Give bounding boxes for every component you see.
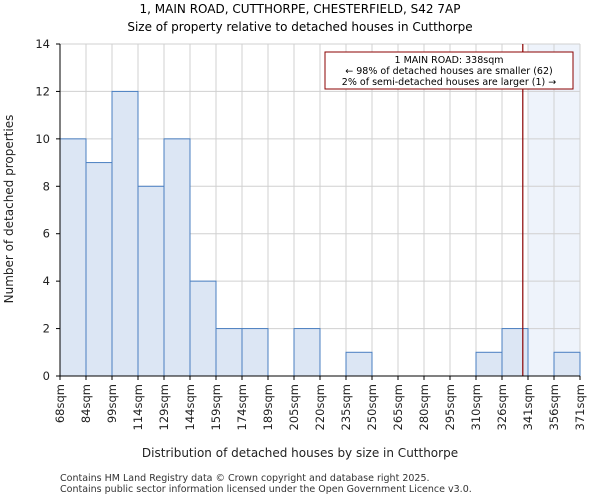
bar-159sqm xyxy=(215,328,243,377)
x-tick-label: 356sqm xyxy=(547,384,561,430)
x-tick-label: 99sqm xyxy=(105,384,119,423)
x-tick-label: 144sqm xyxy=(183,384,197,430)
bar-205sqm xyxy=(293,328,321,377)
annotation-frame xyxy=(324,51,574,90)
y-tick-label: 2 xyxy=(43,322,50,336)
x-tick-label: 189sqm xyxy=(261,384,275,430)
bar-129sqm xyxy=(163,138,191,377)
bar-235sqm xyxy=(345,351,373,377)
x-tick-label: 174sqm xyxy=(235,384,249,430)
x-tick-label: 114sqm xyxy=(131,384,145,430)
x-axis-label: Distribution of detached houses by size … xyxy=(142,446,458,460)
bar-310sqm xyxy=(475,351,503,377)
x-tick-label: 129sqm xyxy=(157,384,171,430)
y-tick-label: 8 xyxy=(43,179,50,193)
x-tick-label: 265sqm xyxy=(391,384,405,430)
bar-144sqm xyxy=(189,280,217,377)
x-tick-label: 235sqm xyxy=(339,384,353,430)
y-ticks: 0 2 4 6 8 10 12 14 xyxy=(35,37,60,383)
annotation-line-3: 2% of semi-detached houses are larger (1… xyxy=(342,77,556,88)
x-tick-label: 84sqm xyxy=(79,384,93,423)
chart-title: 1, MAIN ROAD, CUTTHORPE, CHESTERFIELD, S… xyxy=(140,2,461,16)
x-tick-label: 250sqm xyxy=(365,384,379,430)
x-tick-label: 371sqm xyxy=(573,384,587,430)
bar-99sqm xyxy=(111,90,139,377)
x-tick-label: 220sqm xyxy=(313,384,327,430)
x-tick-label: 295sqm xyxy=(443,384,457,430)
bar-356sqm xyxy=(553,351,581,377)
chart-subtitle: Size of property relative to detached ho… xyxy=(127,20,472,34)
y-tick-label: 0 xyxy=(43,369,50,383)
x-tick-label: 326sqm xyxy=(495,384,509,430)
x-tick-label: 310sqm xyxy=(469,384,483,430)
bar-84sqm xyxy=(85,162,113,377)
footer-line-2: Contains public sector information licen… xyxy=(60,484,472,495)
bars xyxy=(59,90,581,377)
y-tick-label: 4 xyxy=(43,274,50,288)
annotation-line-2: ← 98% of detached houses are smaller (62… xyxy=(345,66,552,77)
y-tick-label: 12 xyxy=(35,84,50,98)
bar-68sqm xyxy=(59,138,87,377)
x-ticks: 68sqm 84sqm 99sqm 114sqm 129sqm 144sqm 159sqm 1… xyxy=(53,376,587,430)
y-tick-label: 14 xyxy=(35,37,50,51)
annotation-box: 1 MAIN ROAD: 338sqm ← 98% of detached ho… xyxy=(324,51,574,90)
bar-114sqm xyxy=(137,185,165,377)
bar-174sqm xyxy=(241,328,269,377)
x-tick-label: 159sqm xyxy=(209,384,223,430)
x-tick-label: 68sqm xyxy=(53,384,67,423)
x-tick-label: 205sqm xyxy=(287,384,301,430)
y-axis-label: Number of detached properties xyxy=(2,115,16,304)
y-tick-label: 10 xyxy=(35,132,50,146)
x-tick-label: 341sqm xyxy=(521,384,535,430)
bar-326sqm xyxy=(501,328,529,377)
footer-line-1: Contains HM Land Registry data © Crown c… xyxy=(60,473,430,484)
x-tick-label: 280sqm xyxy=(417,384,431,430)
y-tick-label: 6 xyxy=(43,227,50,241)
annotation-line-1: 1 MAIN ROAD: 338sqm xyxy=(395,55,504,66)
